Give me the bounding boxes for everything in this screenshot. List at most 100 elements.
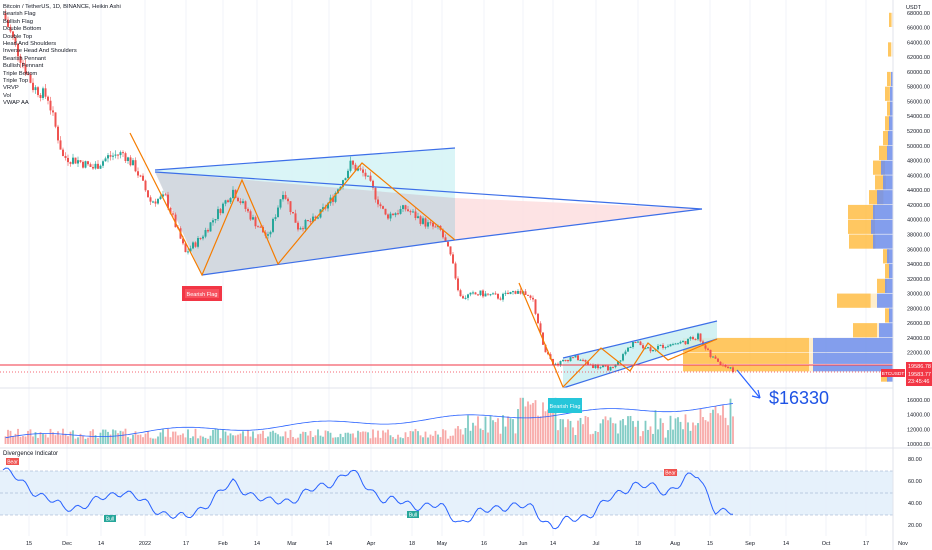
volume-scale: 16000.00 14000.00 12000.00 10000.00 xyxy=(907,398,930,448)
indicator-item[interactable]: Bearish Pennant xyxy=(3,55,46,62)
candle-body xyxy=(707,348,709,350)
candle-body xyxy=(612,366,614,368)
price-tick-label: 54000.00 xyxy=(907,114,930,120)
indicator-item[interactable]: VRVP xyxy=(3,85,19,92)
candle-body xyxy=(637,341,639,343)
candle-body xyxy=(537,313,539,324)
time-tick-label: 17 xyxy=(863,541,869,547)
volume-bar xyxy=(549,399,552,444)
time-tick-label: Dec xyxy=(62,541,72,547)
volume-bar xyxy=(637,420,639,444)
candle-body xyxy=(499,298,502,300)
volume-profile-bar-down xyxy=(871,219,893,234)
oscillator-line xyxy=(2,467,734,530)
volume-profile-bar-up xyxy=(853,323,877,338)
time-tick-label: Aug xyxy=(670,541,680,547)
volume-bar xyxy=(114,430,117,444)
chart-title[interactable]: Bitcoin / TetherUS, 1D, BINANCE, Heikin … xyxy=(3,4,121,10)
volume-bar xyxy=(49,428,52,444)
volume-profile-bar-down xyxy=(889,116,893,131)
volume-bar xyxy=(497,418,499,444)
indicator-item[interactable]: Head And Shoulders xyxy=(3,41,57,48)
candle-body xyxy=(229,198,232,203)
volume-bar xyxy=(339,433,342,444)
volume-bar xyxy=(367,432,369,444)
bear-marker-1[interactable] xyxy=(6,458,19,465)
indicator-item[interactable]: Triple Bottom xyxy=(3,70,38,77)
oscillator-tick-label: 60.00 xyxy=(908,479,922,485)
volume-bar xyxy=(714,406,717,444)
candle-body xyxy=(149,197,152,202)
candle-body xyxy=(374,187,377,200)
candle-body xyxy=(104,158,107,162)
volume-profile-bar-down xyxy=(873,234,893,249)
volume-bar xyxy=(229,433,232,444)
volume-bar xyxy=(137,434,139,444)
candle-body xyxy=(579,359,582,361)
volume-profile-bar-down xyxy=(813,337,893,353)
volume-bar xyxy=(27,430,29,444)
volume-bar xyxy=(169,437,172,444)
indicator-item[interactable]: Vol xyxy=(3,92,12,99)
candle-body xyxy=(22,62,24,65)
candle-body xyxy=(699,333,702,342)
candle-body xyxy=(174,214,177,228)
volume-bar xyxy=(384,432,387,444)
time-axis[interactable]: 15 Dec 14 2022 17 Feb 14 Mar 14 Apr 18 May 16 Jun 14 Ju… xyxy=(26,541,908,547)
indicator-item[interactable]: Bearish Flag xyxy=(3,11,36,18)
candle-body xyxy=(282,194,284,200)
price-tick-label: 64000.00 xyxy=(907,40,930,46)
volume-bar xyxy=(539,416,542,444)
indicator-item[interactable]: Bullish Flag xyxy=(3,18,33,25)
indicator-item[interactable]: Double Top xyxy=(3,33,33,40)
candle-body xyxy=(44,88,47,97)
candle-body xyxy=(272,218,274,232)
indicator-item[interactable]: Bullish Pennant xyxy=(3,63,44,70)
indicator-item[interactable]: VWAP AA xyxy=(3,100,29,107)
candle-body xyxy=(284,194,287,199)
volume-bar xyxy=(567,419,569,444)
bearish-flag-badge-bottom[interactable] xyxy=(548,398,582,413)
candle-body xyxy=(167,194,169,208)
volume-bar xyxy=(319,435,322,444)
volume-bar xyxy=(649,426,652,444)
candle-body xyxy=(514,291,517,294)
indicator-item[interactable]: Inverse Head And Shoulders xyxy=(3,48,77,55)
volume-bar xyxy=(247,429,249,444)
candle-body xyxy=(684,341,687,345)
volume-bar xyxy=(607,420,609,444)
volume-profile-bar-down xyxy=(813,352,893,364)
candle-body xyxy=(502,293,504,300)
candle-body xyxy=(92,166,94,169)
candle-body xyxy=(524,291,527,295)
bull-marker-2[interactable] xyxy=(407,511,419,518)
volume-bar xyxy=(437,434,439,444)
volume-bar xyxy=(157,436,159,444)
candle-body xyxy=(562,359,564,362)
volume-bar xyxy=(47,437,49,444)
indicator-item[interactable]: Triple Top xyxy=(3,78,29,85)
volume-bar xyxy=(147,431,149,444)
candle-body xyxy=(717,358,719,362)
indicator-legend: Bitcoin / TetherUS, 1D, BINANCE, Heikin … xyxy=(3,4,121,108)
volume-bar xyxy=(352,433,354,444)
volume-bar xyxy=(162,429,164,444)
volume-bar xyxy=(327,431,329,444)
candle-body xyxy=(299,228,302,230)
price-tick-label: 46000.00 xyxy=(907,173,930,179)
bear-marker-2[interactable] xyxy=(664,469,677,476)
bull-marker-1[interactable] xyxy=(104,515,116,522)
volume-profile-bar-up xyxy=(887,101,891,116)
volume-bar xyxy=(389,435,392,444)
volume-bar xyxy=(562,419,564,444)
volume-bar xyxy=(647,429,649,444)
volume-bar xyxy=(599,423,602,444)
candle-body xyxy=(222,203,224,214)
volume-bar xyxy=(179,434,182,444)
indicator-item[interactable]: Double Bottom xyxy=(3,26,42,33)
volume-bar xyxy=(177,435,179,444)
candle-body xyxy=(634,342,637,344)
price-tick-label: 38000.00 xyxy=(907,232,930,238)
candle-body xyxy=(469,292,472,295)
